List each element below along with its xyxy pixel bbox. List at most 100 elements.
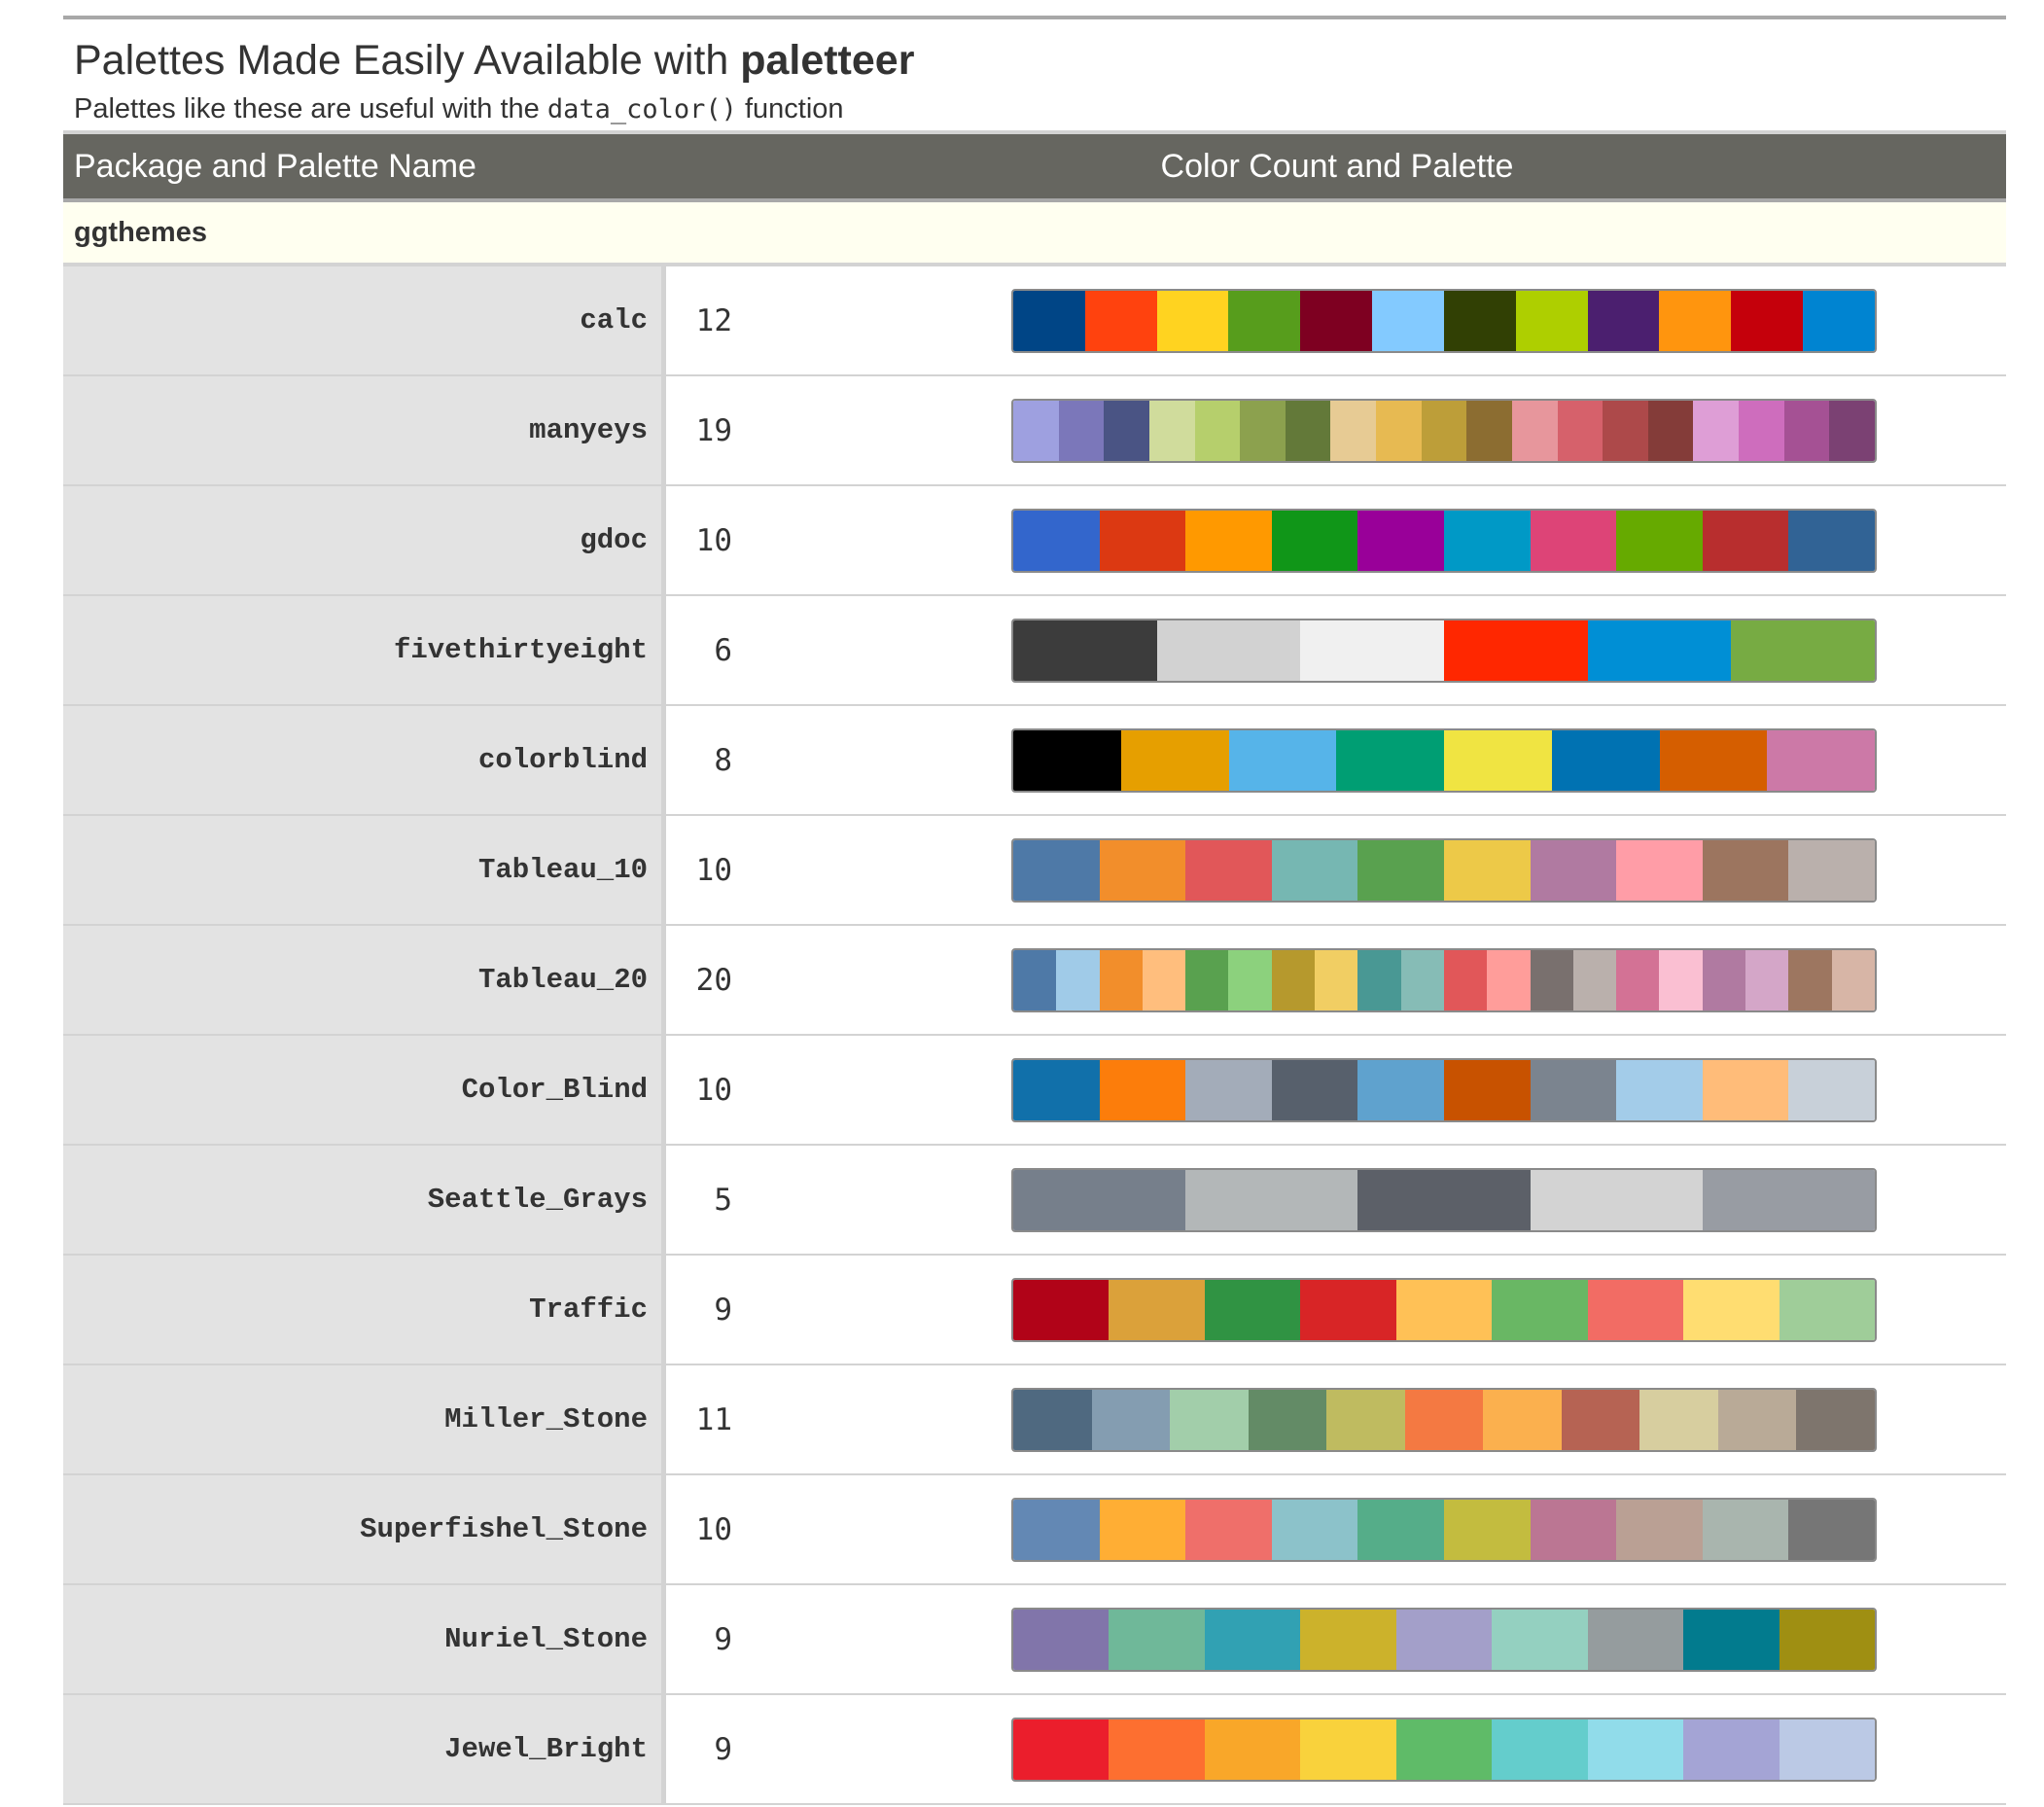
palette-strip [1011,1497,1877,1562]
color-swatch [1779,1718,1875,1780]
color-swatch [1659,290,1732,351]
color-swatch [1659,729,1768,791]
color-swatch [1702,949,1746,1010]
color-swatch [1271,949,1316,1010]
color-swatch [1515,290,1588,351]
table-row: Jewel_Bright 9 [63,1695,2006,1805]
palette-strip [1011,618,1877,683]
color-swatch [1551,729,1660,791]
color-swatch [1443,290,1516,351]
palette-name: gdoc [63,486,666,594]
palette-name: Seattle_Grays [63,1146,666,1254]
color-swatch [1056,949,1100,1010]
color-swatch [1587,1609,1684,1670]
color-swatch [1702,1169,1875,1230]
palette-strip [1011,1167,1877,1232]
color-swatch [1683,1279,1780,1340]
column-header-name: Package and Palette Name [74,147,476,185]
subtitle-suffix: function [736,93,844,124]
color-swatch [1466,400,1512,461]
color-swatch [1587,620,1732,681]
palette-cell [810,596,2006,704]
color-swatch [1013,1059,1100,1120]
color-swatch [1156,290,1229,351]
color-swatch [1443,1499,1531,1560]
color-swatch [1148,400,1195,461]
color-swatch [1603,400,1648,461]
color-swatch [1013,949,1057,1010]
color-swatch [1395,1279,1493,1340]
color-swatch [1013,1279,1110,1340]
color-swatch [1616,1499,1703,1560]
palette-strip [1011,1057,1877,1122]
color-swatch [1013,729,1121,791]
column-header-row: Package and Palette Name Color Count and… [63,134,2006,202]
table-row: calc 12 [63,266,2006,376]
color-count: 20 [695,962,732,998]
color-swatch [1228,949,1272,1010]
color-count: 9 [714,1731,732,1767]
color-swatch [1788,949,1832,1010]
palette-strip [1011,1717,1877,1782]
subtitle-code: data_color() [546,94,737,124]
color-swatch [1099,1499,1186,1560]
palette-cell [810,1146,2006,1254]
title-text: Palettes Made Easily Available with [74,37,741,84]
color-swatch [1285,400,1331,461]
color-swatch [1530,839,1617,901]
color-swatch [1013,1609,1110,1670]
color-swatch [1788,839,1875,901]
color-swatch [1444,620,1588,681]
color-swatch [1404,1389,1484,1450]
color-swatch [1647,400,1694,461]
color-swatch [1099,1059,1186,1120]
color-count: 8 [714,742,732,778]
color-swatch [1330,400,1376,461]
color-swatch [1587,290,1660,351]
palette-name: Jewel_Bright [63,1695,666,1803]
color-swatch [1788,1499,1875,1560]
table-row: Traffic 9 [63,1256,2006,1365]
table-row: Superfishel_Stone 10 [63,1475,2006,1585]
color-swatch [1099,510,1186,571]
palette-name: Color_Blind [63,1036,666,1144]
color-swatch [1357,1169,1531,1230]
palette-strip [1011,508,1877,573]
color-swatch [1228,729,1337,791]
color-swatch [1745,949,1789,1010]
color-swatch [1779,1609,1875,1670]
color-count: 9 [714,1621,732,1657]
color-swatch [1492,1609,1588,1670]
color-swatch [1156,620,1301,681]
palette-strip [1011,947,1877,1012]
color-swatch [1120,729,1229,791]
table-subtitle: Palettes like these are useful with the … [74,89,2006,129]
color-swatch [1013,1389,1092,1450]
color-swatch [1788,510,1875,571]
color-swatch [1443,949,1488,1010]
color-swatch [1194,400,1241,461]
color-swatch [1326,1389,1405,1450]
color-swatch [1530,510,1617,571]
color-swatch [1248,1389,1327,1450]
color-swatch [1702,510,1789,571]
table-row: Seattle_Grays 5 [63,1146,2006,1256]
palette-strip [1011,727,1877,793]
color-swatch [1185,949,1229,1010]
palette-cell [810,926,2006,1034]
palette-cell [810,376,2006,484]
color-swatch [1572,949,1617,1010]
color-swatch [1395,1718,1493,1780]
table-row: manyeys 19 [63,376,2006,486]
color-swatch [1013,400,1059,461]
color-swatch [1831,949,1875,1010]
palette-strip [1011,1607,1877,1672]
table-row: Tableau_10 10 [63,816,2006,926]
color-swatch [1099,839,1186,901]
palette-name: Superfishel_Stone [63,1475,666,1583]
palette-cell [810,1475,2006,1583]
color-swatch [1530,1059,1617,1120]
color-count: 10 [695,1072,732,1108]
color-swatch [1702,1059,1789,1120]
color-swatch [1271,839,1358,901]
